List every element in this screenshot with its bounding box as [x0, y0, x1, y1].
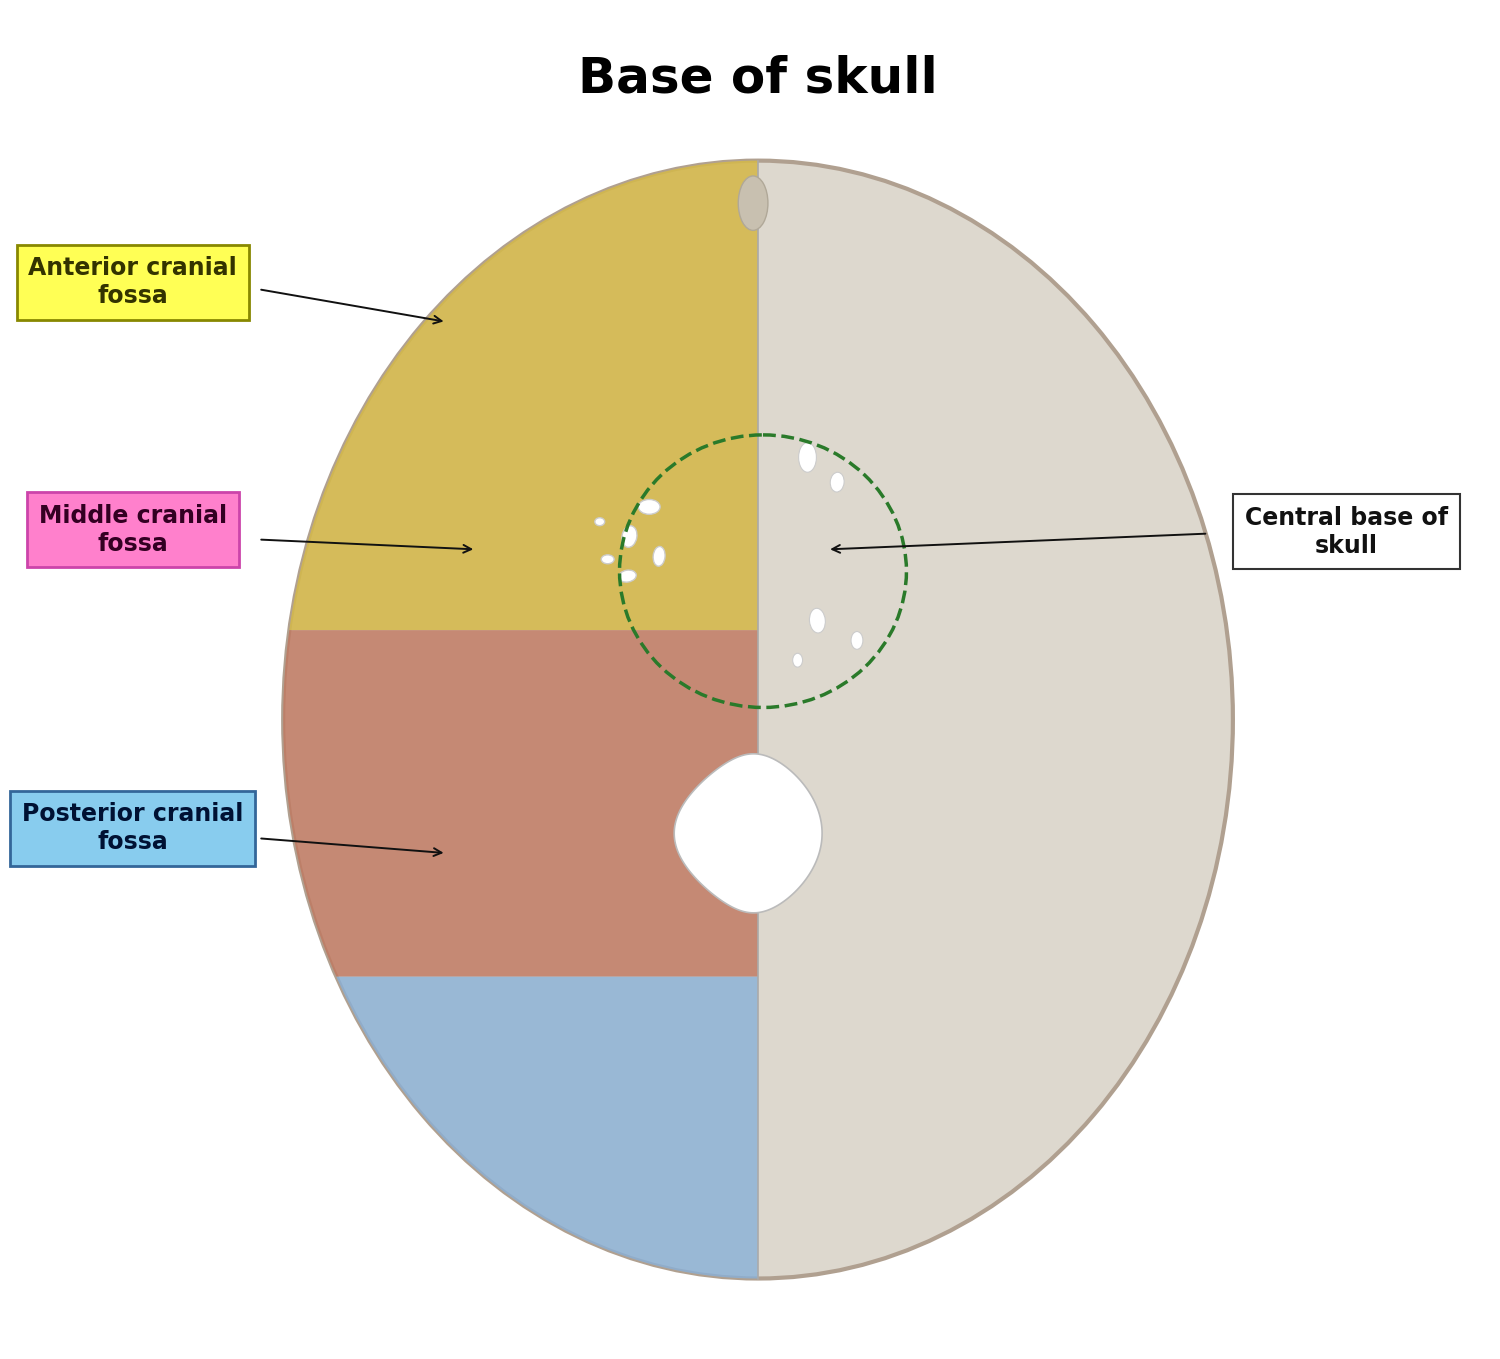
Ellipse shape — [798, 443, 816, 472]
Ellipse shape — [792, 654, 802, 667]
Text: Base of skull: Base of skull — [578, 54, 938, 103]
Ellipse shape — [738, 175, 768, 231]
Text: Middle cranial
fossa: Middle cranial fossa — [39, 504, 226, 556]
Ellipse shape — [850, 632, 862, 650]
Text: Posterior cranial
fossa: Posterior cranial fossa — [22, 802, 243, 855]
Ellipse shape — [618, 569, 636, 582]
Polygon shape — [284, 631, 758, 977]
Text: Central base of
skull: Central base of skull — [1245, 506, 1448, 557]
Ellipse shape — [596, 518, 604, 526]
Text: Anterior cranial
fossa: Anterior cranial fossa — [28, 257, 237, 308]
Polygon shape — [674, 754, 822, 913]
Polygon shape — [336, 977, 758, 1279]
Ellipse shape — [639, 500, 660, 514]
Ellipse shape — [810, 609, 825, 633]
Ellipse shape — [830, 473, 844, 492]
Ellipse shape — [602, 554, 613, 564]
Ellipse shape — [622, 526, 638, 548]
Ellipse shape — [284, 160, 1233, 1279]
Ellipse shape — [652, 546, 664, 567]
Polygon shape — [290, 160, 758, 631]
